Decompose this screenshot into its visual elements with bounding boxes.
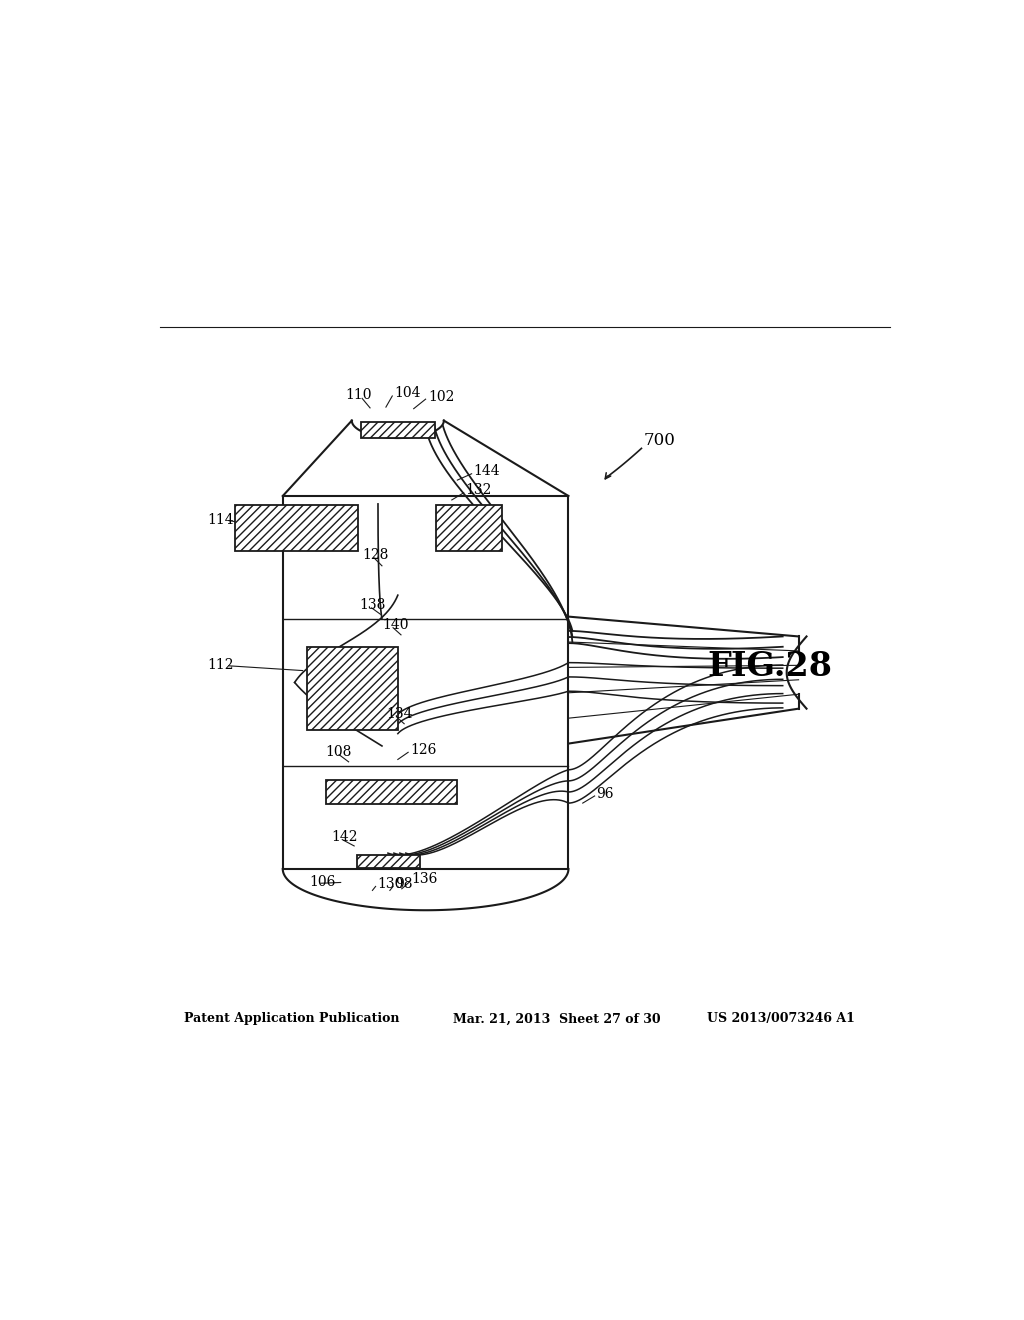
- Text: 126: 126: [411, 743, 437, 756]
- Text: 128: 128: [362, 549, 388, 562]
- Bar: [236, 504, 358, 550]
- Text: 106: 106: [309, 875, 335, 890]
- Text: 132: 132: [465, 483, 492, 498]
- Bar: [306, 647, 397, 730]
- Text: 140: 140: [382, 618, 409, 632]
- Bar: [327, 780, 458, 804]
- Text: 144: 144: [473, 465, 500, 478]
- Text: US 2013/0073246 A1: US 2013/0073246 A1: [708, 1012, 855, 1026]
- Text: 104: 104: [394, 385, 421, 400]
- Text: 700: 700: [644, 432, 676, 449]
- Text: 134: 134: [387, 708, 414, 721]
- Text: 96: 96: [596, 787, 613, 800]
- Text: 136: 136: [412, 873, 437, 886]
- Text: Patent Application Publication: Patent Application Publication: [183, 1012, 399, 1026]
- Bar: [360, 422, 435, 438]
- Text: 108: 108: [325, 746, 351, 759]
- Text: 102: 102: [428, 389, 455, 404]
- Text: 98: 98: [394, 876, 412, 891]
- Text: 142: 142: [331, 830, 357, 845]
- Text: FIG.28: FIG.28: [708, 649, 833, 682]
- Text: 112: 112: [207, 657, 233, 672]
- Text: 110: 110: [345, 388, 372, 403]
- Text: 114: 114: [207, 512, 234, 527]
- Text: 130: 130: [377, 876, 403, 891]
- Bar: [356, 855, 420, 869]
- Text: Mar. 21, 2013  Sheet 27 of 30: Mar. 21, 2013 Sheet 27 of 30: [454, 1012, 662, 1026]
- Text: 138: 138: [359, 598, 386, 612]
- Bar: [436, 504, 502, 550]
